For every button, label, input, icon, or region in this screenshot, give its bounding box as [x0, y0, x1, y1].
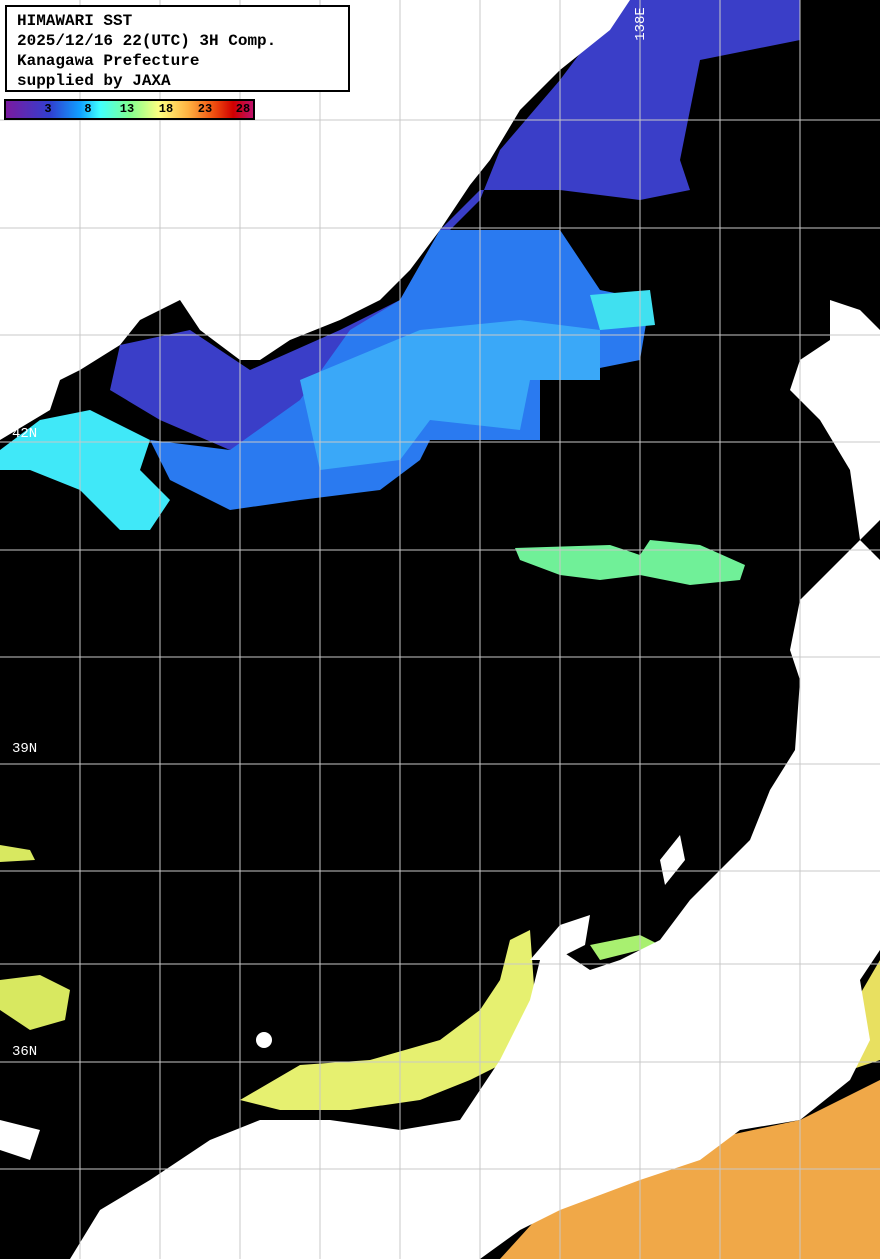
land-island-west: [0, 1120, 40, 1160]
lat-label: 36N: [12, 1044, 38, 1060]
sst-cyan-patch: [590, 290, 655, 330]
title-line: supplied by JAXA: [17, 72, 171, 90]
title-line: 2025/12/16 22(UTC) 3H Comp.: [17, 32, 277, 50]
legend-tick: 13: [119, 102, 135, 116]
color-scale-legend: 3 8 13 18 23 28: [4, 99, 255, 120]
sst-green-coast: [590, 935, 660, 960]
legend-tick: 18: [158, 102, 174, 116]
land-top-left-island: [160, 120, 220, 165]
title-box: HIMAWARI SST 2025/12/16 22(UTC) 3H Comp.…: [5, 5, 350, 92]
sst-yellow-west-2: [0, 845, 35, 862]
title-line: HIMAWARI SST: [17, 12, 133, 30]
sst-green-band: [515, 540, 745, 585]
land-sado-island: [660, 835, 685, 885]
land-small-island: [256, 1032, 272, 1048]
lat-label: 39N: [12, 741, 38, 757]
legend-tick: 3: [44, 102, 52, 116]
legend-tick: 8: [84, 102, 92, 116]
lat-label: 42N: [12, 426, 38, 442]
lon-label: 138E: [632, 7, 649, 41]
sst-cyan-region: [0, 410, 170, 530]
legend-tick: 23: [197, 102, 213, 116]
title-line: Kanagawa Prefecture: [17, 52, 200, 70]
land-east-hokkaido: [70, 300, 880, 1259]
sst-lightblue-region: [300, 320, 600, 470]
sst-yellow-coast: [240, 930, 535, 1110]
legend-tick: 28: [235, 102, 251, 116]
sst-yellow-west: [0, 975, 70, 1030]
sst-cold-region: [110, 0, 800, 450]
